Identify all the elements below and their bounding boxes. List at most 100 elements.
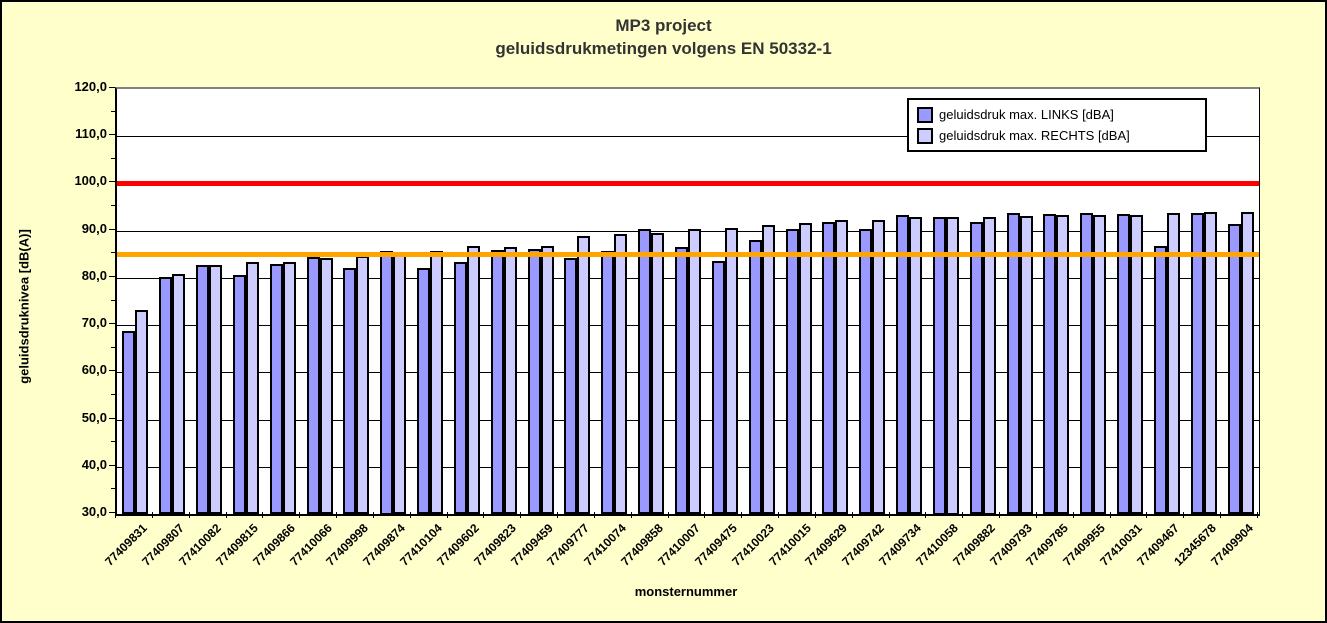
x-tick-mark [115, 512, 116, 518]
x-tick-mark [815, 512, 816, 518]
bar-links-77410023 [749, 240, 762, 514]
y-tick-label-90: 90,0 [81, 221, 107, 236]
y-tick-label-80: 80,0 [81, 268, 107, 283]
bar-links-77409459 [528, 249, 541, 514]
y-tick-mark [109, 418, 115, 419]
y-tick-minor-mark [111, 300, 115, 301]
y-tick-mark [109, 276, 115, 277]
bar-rechts-77409793 [1020, 216, 1033, 514]
bar-rechts-77409785 [1056, 215, 1069, 514]
bar-rechts-77409475 [725, 228, 738, 514]
bar-rechts-77410023 [762, 225, 775, 514]
bar-links-77409882 [970, 222, 983, 514]
bar-rechts-77409874 [393, 252, 406, 514]
bar-rechts-12345678 [1204, 212, 1217, 514]
bar-links-77409904 [1228, 224, 1241, 514]
bar-links-77409602 [454, 262, 467, 514]
bar-rechts-77409882 [983, 217, 996, 515]
bar-rechts-77409734 [909, 217, 922, 514]
y-tick-label-60: 60,0 [81, 362, 107, 377]
bar-links-77410066 [307, 257, 320, 514]
bar-rechts-77409904 [1241, 212, 1254, 514]
legend-label-rechts: geluidsdruk max. RECHTS [dBA] [939, 128, 1130, 143]
legend-label-links: geluidsdruk max. LINKS [dBA] [939, 107, 1114, 122]
y-tick-mark [109, 512, 115, 513]
bar-links-77409831 [122, 331, 135, 514]
y-tick-minor-mark [111, 205, 115, 206]
chart-title-line1: MP3 project [615, 16, 712, 35]
chart-title-line2: geluidsdrukmetingen volgens EN 50332-1 [495, 39, 832, 58]
y-tick-mark [109, 181, 115, 182]
x-tick-mark [447, 512, 448, 518]
bar-links-77410007 [675, 247, 688, 514]
y-tick-minor-mark [111, 441, 115, 442]
y-tick-label-70: 70,0 [81, 315, 107, 330]
bar-rechts-77409629 [835, 220, 848, 514]
bar-links-77409475 [712, 261, 725, 514]
x-tick-mark [778, 512, 779, 518]
bar-links-77409793 [1007, 213, 1020, 514]
bar-links-77409742 [859, 229, 872, 514]
bar-links-77409866 [270, 264, 283, 514]
x-tick-mark [999, 512, 1000, 518]
bar-links-77409777 [564, 258, 577, 514]
bar-links-77409785 [1043, 214, 1056, 514]
bar-rechts-77409831 [135, 310, 148, 514]
bar-rechts-77410058 [946, 217, 959, 515]
y-tick-mark [109, 370, 115, 371]
bar-links-77409807 [159, 277, 172, 514]
x-tick-mark [1073, 512, 1074, 518]
x-tick-mark [152, 512, 153, 518]
x-tick-mark [962, 512, 963, 518]
chart-title: MP3 project geluidsdrukmetingen volgens … [2, 14, 1325, 60]
legend-row-rechts: geluidsdruk max. RECHTS [dBA] [917, 125, 1197, 146]
x-tick-mark [1036, 512, 1037, 518]
x-tick-mark [189, 512, 190, 518]
x-tick-mark [704, 512, 705, 518]
y-tick-mark [109, 465, 115, 466]
bar-links-77409998 [343, 268, 356, 514]
x-tick-mark [226, 512, 227, 518]
x-tick-mark [520, 512, 521, 518]
bar-rechts-77409998 [356, 256, 369, 514]
x-tick-mark [336, 512, 337, 518]
y-tick-label-100: 100,0 [74, 173, 107, 188]
bar-rechts-77409866 [283, 262, 296, 514]
x-tick-mark [852, 512, 853, 518]
legend-swatch-rechts [917, 127, 933, 144]
bar-rechts-77409955 [1093, 215, 1106, 514]
y-tick-label-120: 120,0 [74, 79, 107, 94]
y-tick-label-50: 50,0 [81, 410, 107, 425]
bar-links-77409823 [491, 250, 504, 514]
bar-links-77410015 [786, 229, 799, 514]
x-tick-mark [262, 512, 263, 518]
bar-links-77410104 [417, 268, 430, 514]
y-tick-mark [109, 229, 115, 230]
bar-rechts-77410066 [320, 258, 333, 514]
y-tick-minor-mark [111, 158, 115, 159]
bar-rechts-77409459 [541, 246, 554, 514]
bar-rechts-77410015 [799, 223, 812, 514]
bar-rechts-77410031 [1130, 215, 1143, 514]
x-tick-mark [668, 512, 669, 518]
bar-links-77410082 [196, 265, 209, 514]
bar-rechts-77409858 [651, 233, 664, 514]
bar-rechts-77409815 [246, 262, 259, 514]
bar-links-77409734 [896, 215, 909, 514]
bar-rechts-77410007 [688, 229, 701, 514]
bar-rechts-77409742 [872, 220, 885, 514]
bar-rechts-77409777 [577, 236, 590, 514]
bar-links-77410074 [601, 251, 614, 514]
bar-links-12345678 [1191, 213, 1204, 514]
y-tick-label-110: 110,0 [75, 126, 107, 141]
y-axis-title: geluidsdruknivea [dB(A)] [16, 229, 32, 384]
x-tick-mark [557, 512, 558, 518]
y-tick-label-30: 30,0 [81, 504, 107, 519]
x-tick-mark [1146, 512, 1147, 518]
bar-rechts-77409807 [172, 274, 185, 514]
x-tick-mark [1183, 512, 1184, 518]
x-tick-mark [889, 512, 890, 518]
y-tick-mark [109, 87, 115, 88]
x-tick-mark [483, 512, 484, 518]
